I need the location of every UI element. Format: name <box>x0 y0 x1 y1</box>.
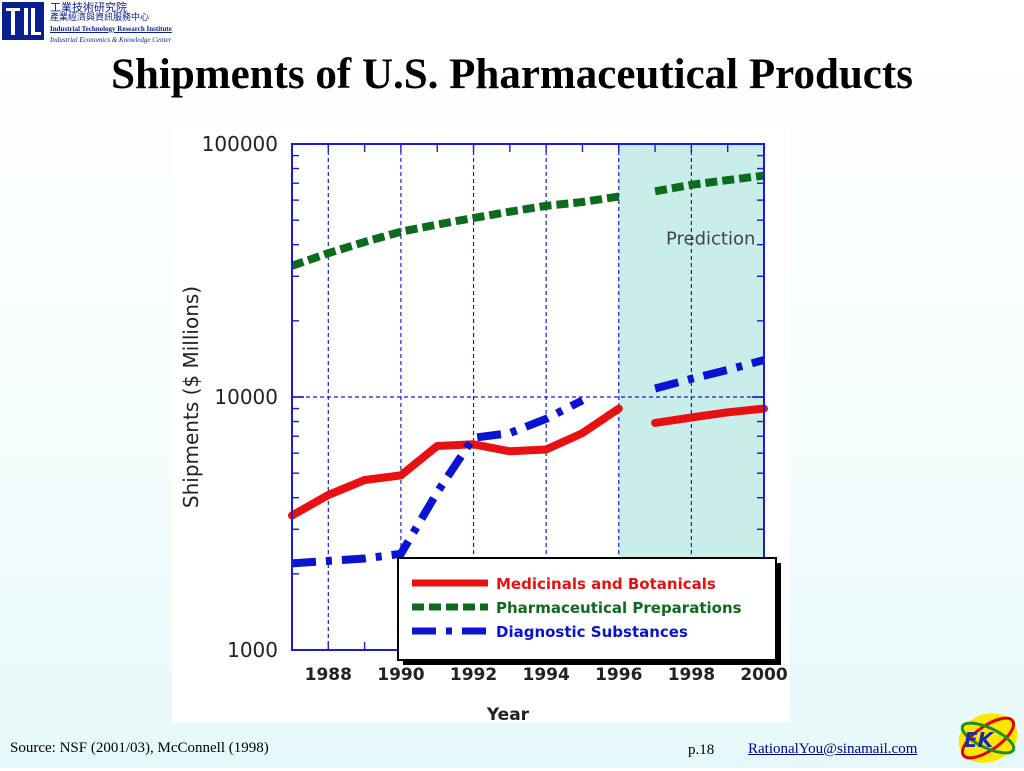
y-tick-label-10000: 10000 <box>214 385 278 409</box>
series-line-0-segment-1 <box>651 404 768 427</box>
organization-header: 工業技術研究院 產業經濟與資訊服務中心 Industrial Technolog… <box>50 2 172 46</box>
svg-text:EK: EK <box>964 728 995 752</box>
series-line-1-segment-1 <box>654 171 765 196</box>
footer-email-link[interactable]: RationalYou@sinamail.com <box>748 741 918 757</box>
series-lines <box>288 171 768 568</box>
y-tick-label-1000: 1000 <box>227 638 278 662</box>
page-number: p.18 <box>688 742 715 758</box>
iek-logo-icon: EK <box>955 710 1021 766</box>
axis-labels: 1000 10000 100000 1988 1990 1992 1994 1996 1998 2… <box>179 132 788 725</box>
x-tick-label-1994: 1994 <box>522 665 569 685</box>
legend-label-1: Pharmaceutical Preparations <box>496 599 742 617</box>
x-tick-label-1996: 1996 <box>595 665 642 685</box>
series-line-2-segment-0 <box>291 396 585 568</box>
series-line-1-segment-0 <box>290 192 620 270</box>
org-name-zh: 工業技術研究院 <box>50 1 127 14</box>
x-tick-label-1992: 1992 <box>450 665 497 685</box>
shipments-chart: 1000 10000 100000 1988 1990 1992 1994 1996 1998 2… <box>179 132 788 725</box>
x-axis-label: Year <box>486 705 530 722</box>
legend-box <box>397 557 777 661</box>
x-tick-label-1998: 1998 <box>668 665 715 685</box>
itri-logo <box>2 2 44 40</box>
chart-legend: Medicinals and Botanicals Pharmaceutical … <box>397 557 781 665</box>
org-center-zh: 產業經濟與資訊服務中心 <box>50 13 150 23</box>
org-center-en: Industrial Economics & Knowledge Center <box>50 36 172 44</box>
legend-label-0: Medicinals and Botanicals <box>496 575 716 593</box>
series-line-2-segment-1 <box>654 356 766 393</box>
chart-panel: 1000 10000 100000 1988 1990 1992 1994 1996 1998 2… <box>172 128 790 725</box>
x-tick-label-1988: 1988 <box>305 665 352 685</box>
x-tick-label-1990: 1990 <box>377 665 424 685</box>
y-tick-label-100000: 100000 <box>202 132 278 156</box>
footer-source: Source: NSF (2001/03), McConnell (1998) <box>10 740 269 756</box>
y-axis-label: Shipments ($ Millions) <box>179 286 203 508</box>
x-tick-label-2000: 2000 <box>740 665 787 685</box>
series-line-0-segment-0 <box>288 404 623 520</box>
itri-logo-mark <box>6 8 41 35</box>
prediction-label: Prediction <box>666 229 755 250</box>
slide-title: Shipments of U.S. Pharmaceutical Product… <box>111 51 913 98</box>
iek-logo-graphic: EK <box>958 713 1018 763</box>
org-name-en: Industrial Technology Research Institute <box>50 25 172 33</box>
legend-label-2: Diagnostic Substances <box>496 623 688 641</box>
